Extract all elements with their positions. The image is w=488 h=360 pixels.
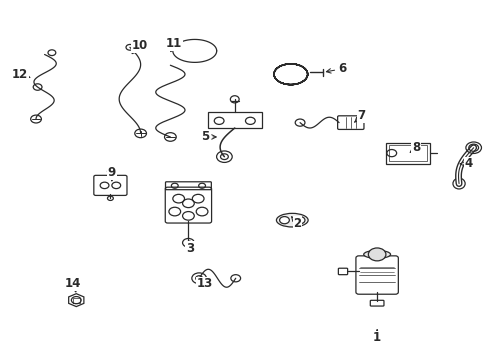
Text: 13: 13	[196, 278, 212, 291]
Text: 8: 8	[409, 141, 419, 154]
Text: 9: 9	[107, 166, 116, 181]
Text: 7: 7	[354, 109, 365, 122]
Text: 1: 1	[372, 330, 381, 344]
Ellipse shape	[276, 213, 307, 227]
Text: 4: 4	[459, 157, 472, 170]
Circle shape	[295, 217, 305, 224]
Text: 11: 11	[165, 37, 182, 51]
Circle shape	[367, 248, 385, 261]
Text: 10: 10	[131, 39, 147, 54]
Text: 2: 2	[291, 216, 301, 230]
Bar	[388, 145, 426, 161]
Bar	[385, 143, 429, 163]
Text: 5: 5	[201, 130, 216, 144]
Circle shape	[279, 217, 289, 224]
Text: 6: 6	[325, 62, 346, 75]
Text: 3: 3	[185, 241, 194, 255]
Text: 12: 12	[12, 68, 30, 81]
Ellipse shape	[363, 251, 390, 258]
Text: 14: 14	[64, 278, 81, 292]
